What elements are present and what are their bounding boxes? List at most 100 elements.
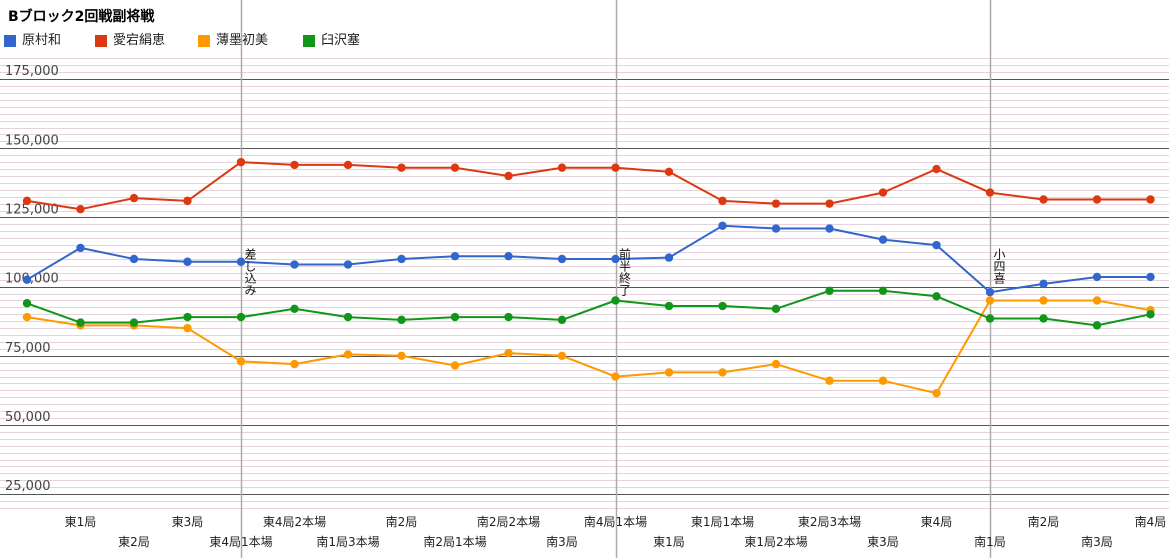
series-1 (22, 221, 1155, 297)
data-point (718, 196, 727, 206)
data-point (718, 301, 727, 311)
data-point (878, 235, 888, 244)
data-point (183, 312, 192, 322)
data-point (290, 260, 299, 269)
data-point (450, 361, 460, 370)
data-point (22, 312, 32, 322)
annotation-labels: 差し込み 前半終了 小四喜 (243, 247, 1006, 296)
legend-label-series-4: 臼沢塞 (321, 33, 361, 48)
data-point (343, 160, 353, 170)
data-point (1039, 195, 1048, 204)
x-tick-label: 東2局 (118, 535, 150, 549)
x-tick-label: 東1局 (65, 515, 97, 529)
data-point (129, 193, 139, 203)
data-point (932, 164, 941, 174)
data-point (343, 260, 353, 269)
data-point (397, 254, 406, 264)
data-point (718, 221, 727, 230)
data-point (22, 196, 32, 206)
series-line (26, 161, 1151, 211)
data-point (504, 348, 513, 358)
series-line (26, 224, 1151, 294)
data-point (1146, 310, 1155, 319)
data-point (985, 314, 995, 323)
data-point (985, 188, 995, 197)
data-point (1092, 272, 1102, 282)
legend-swatch-series-2 (95, 35, 107, 47)
x-tick-label: 東1局2本場 (744, 535, 807, 549)
y-tick-label: 50,000 (5, 410, 51, 425)
annotation-lines (240, 0, 992, 558)
data-point (504, 171, 513, 181)
data-point (557, 254, 567, 264)
data-point (1039, 279, 1048, 289)
x-tick-label: 東1局1本場 (691, 515, 754, 529)
data-point (22, 275, 32, 284)
data-point (771, 304, 781, 313)
y-tick-label: 150,000 (5, 133, 59, 148)
data-point (985, 287, 995, 297)
x-tick-label: 東4局 (921, 515, 953, 529)
data-point (878, 286, 888, 296)
x-tick-label: 南2局2本場 (477, 514, 540, 529)
data-point (664, 368, 674, 377)
data-point (343, 312, 353, 322)
legend-label-series-1: 原村和 (22, 33, 62, 48)
data-point (557, 351, 567, 361)
data-point (825, 286, 834, 296)
data-point (236, 312, 246, 322)
data-point (290, 359, 299, 369)
data-point (76, 204, 85, 214)
data-point (22, 299, 32, 308)
series-line (26, 289, 1151, 327)
x-tick-label: 南1局 (974, 534, 1006, 549)
data-point (450, 312, 460, 322)
x-axis-tick-labels: 東1局東2局東3局東4局1本場東4局2本場南1局3本場南2局南2局1本場南2局2… (65, 514, 1167, 549)
x-tick-label: 東3局 (867, 535, 899, 549)
data-point (76, 318, 85, 327)
data-point (985, 296, 995, 305)
data-point (878, 376, 888, 385)
data-point (611, 372, 620, 381)
data-point (183, 196, 192, 206)
x-tick-label: 南3局 (1081, 534, 1113, 549)
y-tick-label: 175,000 (5, 64, 59, 79)
data-point (1092, 296, 1102, 305)
y-tick-label: 75,000 (5, 341, 51, 356)
x-tick-label: 南1局3本場 (316, 534, 379, 549)
y-tick-label: 25,000 (5, 479, 51, 494)
data-point (450, 252, 460, 261)
data-point (771, 359, 781, 369)
data-point (504, 312, 513, 322)
legend-label-series-2: 愛宕絹恵 (113, 33, 166, 48)
chart-title: Bブロック2回戦副将戦 (8, 9, 155, 25)
series-4 (22, 286, 1155, 330)
grid-layer (0, 58, 1169, 509)
x-tick-label: 東1局 (653, 535, 685, 549)
x-tick-label: 南3局 (546, 534, 578, 549)
data-point (183, 323, 192, 333)
x-tick-label: 南2局 (386, 514, 418, 529)
data-point (129, 254, 139, 264)
x-tick-label: 東4局2本場 (263, 515, 326, 529)
data-point (397, 163, 406, 172)
data-point (557, 163, 567, 172)
data-point (664, 167, 674, 177)
data-point (397, 315, 406, 325)
data-point (611, 296, 620, 305)
data-point (450, 163, 460, 172)
data-point (290, 160, 299, 170)
x-tick-label: 東2局3本場 (798, 515, 861, 529)
data-point (1146, 272, 1155, 282)
data-point (611, 163, 620, 172)
data-point (932, 240, 941, 250)
data-point (1146, 195, 1155, 204)
annotation-label: 小四喜 (992, 248, 1006, 285)
y-tick-label: 125,000 (5, 202, 59, 217)
legend-swatch-series-3 (198, 35, 210, 47)
x-tick-label: 東3局 (172, 515, 204, 529)
annotation-label: 差し込み (243, 248, 257, 296)
data-point (183, 257, 192, 266)
data-point (611, 254, 620, 264)
data-point (76, 243, 85, 253)
